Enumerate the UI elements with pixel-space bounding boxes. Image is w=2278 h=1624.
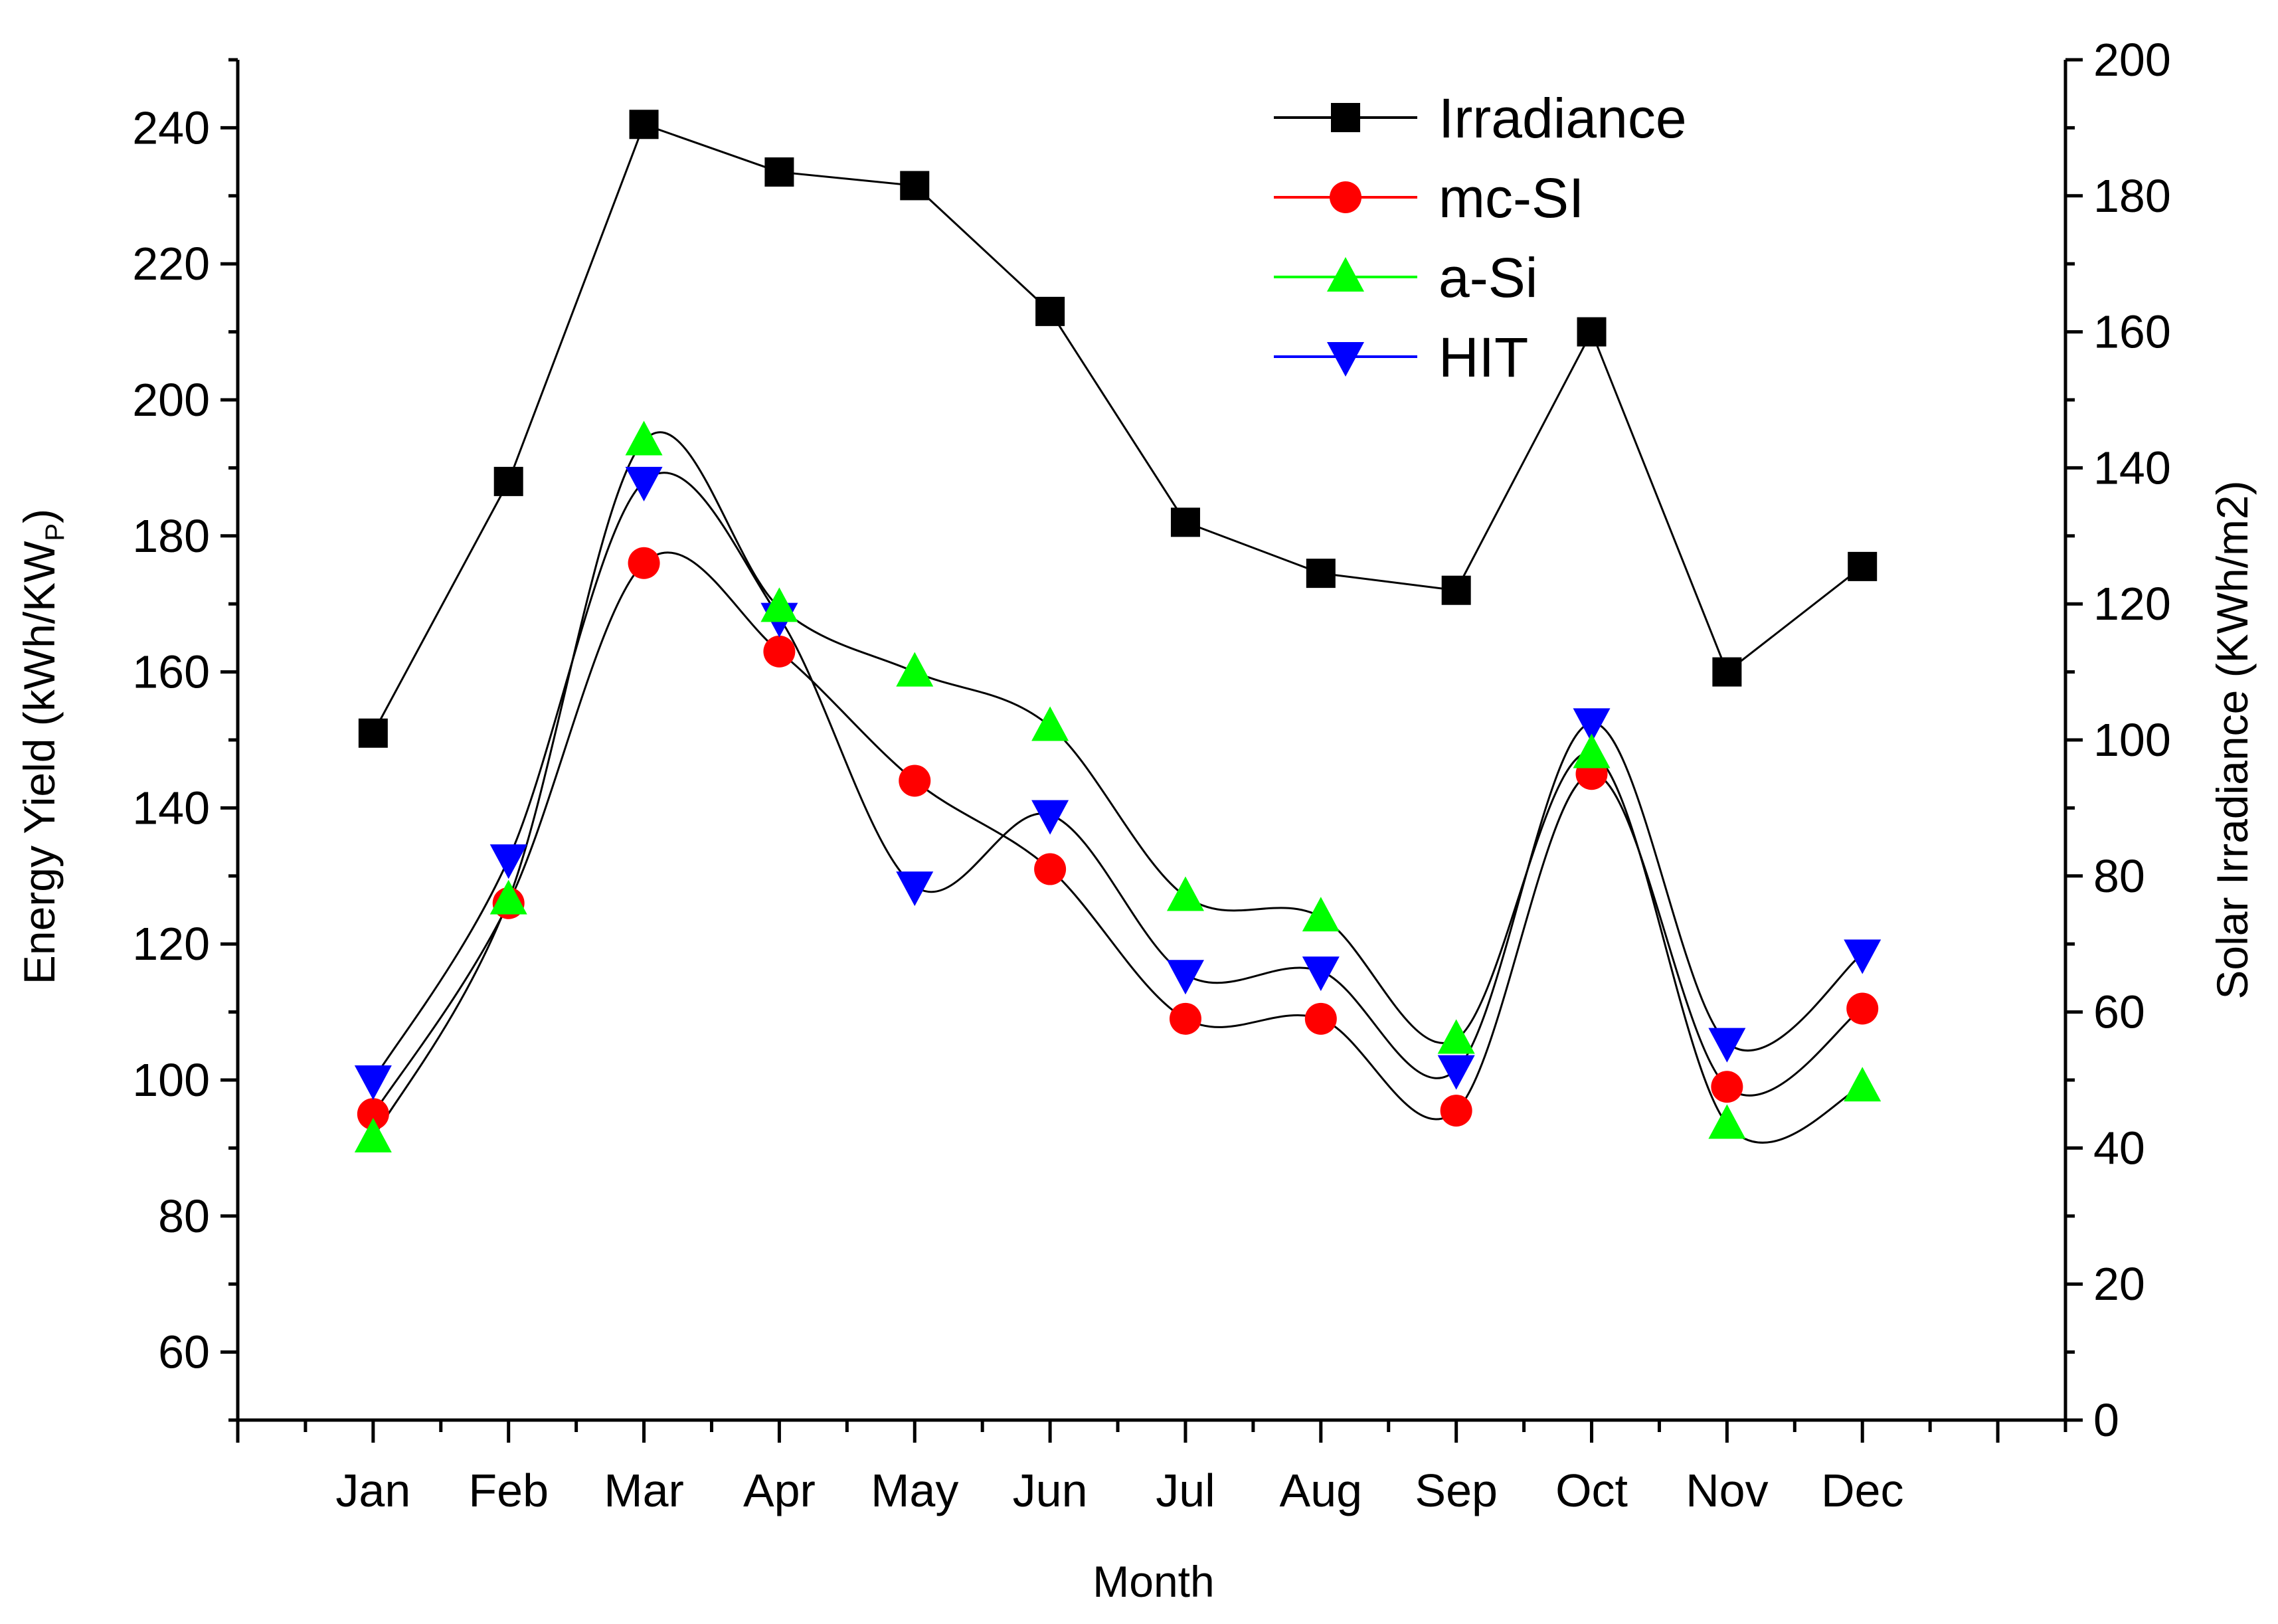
data-point-mc-si: [357, 1098, 389, 1130]
x-tick-label: Sep: [1415, 1465, 1498, 1516]
y-tick-label: 180: [132, 510, 210, 562]
data-point-mc-si: [1304, 1002, 1337, 1035]
legend-label: HIT: [1439, 326, 1528, 389]
data-point-hit: [1031, 800, 1069, 835]
data-point-a-si: [354, 1118, 392, 1153]
data-point-irradiance: [629, 110, 659, 139]
data-point-irradiance: [1170, 507, 1200, 537]
legend-label: a-Si: [1439, 246, 1537, 309]
x-axis-title: Month: [1093, 1557, 1214, 1606]
series-lines: [372, 123, 1864, 1144]
x-tick-label: Oct: [1555, 1465, 1628, 1516]
y2-tick-label: 120: [2093, 578, 2171, 630]
y2-tick-label: 80: [2093, 850, 2145, 902]
axes: 60 80 100 120 140 160 180 200 220 240 0 20 40 60 80 100…: [132, 34, 2171, 1516]
data-point-mc-si: [1846, 992, 1879, 1025]
x-tick-label: Nov: [1686, 1465, 1768, 1516]
y-tick-label: 200: [132, 374, 210, 426]
x-tick-label: Feb: [468, 1465, 549, 1516]
y-tick-label: 80: [158, 1190, 210, 1242]
data-point-irradiance: [900, 171, 930, 201]
legend-marker: [1327, 342, 1364, 377]
data-point-mc-si: [1711, 1071, 1743, 1103]
data-point-a-si: [1031, 706, 1069, 741]
x-tick-label: May: [871, 1465, 958, 1516]
y-tick-label: 160: [132, 646, 210, 698]
y2-tick-label: 180: [2093, 170, 2171, 222]
x-tick-label: Dec: [1821, 1465, 1903, 1516]
x-tick-label: Jul: [1156, 1465, 1215, 1516]
y2-tick-label: 20: [2093, 1258, 2145, 1310]
data-point-a-si: [1437, 1019, 1475, 1054]
x-tick-label: Mar: [604, 1465, 684, 1516]
data-point-hit: [489, 844, 527, 879]
data-point-hit: [896, 871, 934, 907]
data-point-mc-si: [1440, 1095, 1472, 1127]
y2-tick-label: 160: [2093, 306, 2171, 358]
data-point-irradiance: [1035, 296, 1065, 326]
data-point-a-si: [1573, 733, 1611, 768]
legend-label: Irradiance: [1439, 87, 1687, 149]
x-tick-label: Jan: [335, 1465, 410, 1516]
x-tick-label: Aug: [1280, 1465, 1363, 1516]
legend-marker: [1330, 181, 1361, 213]
legend: Irradiance mc-SI a-Si HIT: [1274, 87, 1687, 389]
data-point-a-si: [489, 879, 527, 915]
data-point-irradiance: [1577, 317, 1607, 347]
data-point-hit: [1844, 939, 1882, 974]
y2-tick-label: 60: [2093, 986, 2145, 1038]
data-point-a-si: [1844, 1067, 1882, 1102]
series-line-hit: [372, 472, 1864, 1081]
series-line-irradiance: [372, 123, 1864, 734]
data-point-irradiance: [1848, 551, 1878, 581]
data-point-hit: [625, 466, 663, 501]
data-point-irradiance: [358, 718, 388, 748]
data-point-hit: [354, 1065, 392, 1100]
data-point-irradiance: [764, 157, 794, 187]
y-tick-label: 120: [132, 918, 210, 970]
data-point-mc-si: [899, 765, 931, 797]
data-point-a-si: [1708, 1104, 1746, 1139]
data-point-a-si: [760, 587, 798, 622]
data-point-hit: [1437, 1055, 1475, 1090]
legend-marker: [1327, 257, 1364, 292]
y2-tick-label: 140: [2093, 442, 2171, 494]
series-markers: [354, 110, 1882, 1153]
data-point-irradiance: [493, 466, 523, 496]
data-point-a-si: [1302, 897, 1340, 932]
x-tick-label: Apr: [743, 1465, 816, 1516]
data-point-hit: [1708, 1028, 1746, 1063]
y2-tick-label: 100: [2093, 714, 2171, 766]
data-point-a-si: [896, 652, 934, 687]
x-tick-label: Jun: [1013, 1465, 1088, 1516]
data-point-irradiance: [1441, 575, 1471, 605]
y2-tick-label: 200: [2093, 34, 2171, 86]
data-point-a-si: [625, 420, 663, 456]
y2-tick-label: 40: [2093, 1122, 2145, 1174]
y-tick-label: 240: [132, 102, 210, 153]
series-line-mc-si: [372, 551, 1863, 1121]
data-point-mc-si: [628, 547, 660, 579]
y2-axis-title: Solar Irradiance (KWh/m2): [2208, 480, 2257, 999]
y2-tick-label: 0: [2093, 1394, 2119, 1446]
data-point-mc-si: [1169, 1002, 1201, 1035]
series-line-a-si: [372, 431, 1863, 1144]
y-tick-label: 100: [132, 1054, 210, 1106]
data-point-a-si: [1166, 876, 1204, 911]
legend-label: mc-SI: [1439, 167, 1584, 229]
y-tick-label: 220: [132, 238, 210, 290]
y-axis-title: Energy Yield (kWh/KWP): [15, 509, 70, 984]
data-point-hit: [1302, 956, 1340, 992]
data-point-irradiance: [1712, 657, 1742, 687]
y-tick-label: 140: [132, 782, 210, 834]
data-point-hit: [1573, 708, 1611, 743]
data-point-mc-si: [763, 635, 796, 668]
data-point-hit: [1166, 960, 1204, 995]
data-point-mc-si: [1034, 853, 1067, 885]
legend-marker: [1331, 103, 1360, 132]
y-tick-label: 60: [158, 1326, 210, 1378]
data-point-irradiance: [1306, 559, 1336, 588]
